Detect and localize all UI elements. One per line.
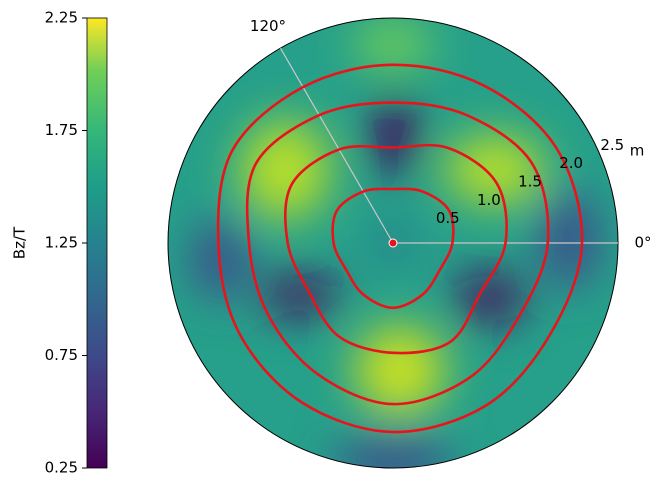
contour-line xyxy=(331,187,455,310)
contour-line xyxy=(216,63,584,434)
colorbar-tick-label: 0.25 xyxy=(45,459,78,477)
colorbar-tick-label: 1.75 xyxy=(45,121,78,139)
radial-tick-label: 2.5 xyxy=(600,136,624,154)
angular-grid-line xyxy=(279,47,394,244)
colorbar-tick-label: 2.25 xyxy=(45,9,78,27)
radial-tick-label: 2.0 xyxy=(559,154,583,172)
colorbar-tick-label: 0.75 xyxy=(45,346,78,364)
field xyxy=(168,18,618,468)
radial-tick-label: 1.0 xyxy=(477,191,501,209)
colorbar-label: Bz/T xyxy=(11,226,29,259)
colorbar xyxy=(86,17,108,469)
radial-tick-label: 0.5 xyxy=(436,209,460,227)
angular-tick-label: 0° xyxy=(634,234,651,252)
colorbar-tick-label: 1.25 xyxy=(45,234,78,252)
contour-line xyxy=(284,143,508,355)
radial-tick-label: 1.5 xyxy=(518,172,542,190)
radial-axis-label: m xyxy=(630,142,645,160)
center-marker xyxy=(388,238,398,248)
contour-line xyxy=(245,101,550,406)
angular-tick-label: 120° xyxy=(250,17,286,35)
